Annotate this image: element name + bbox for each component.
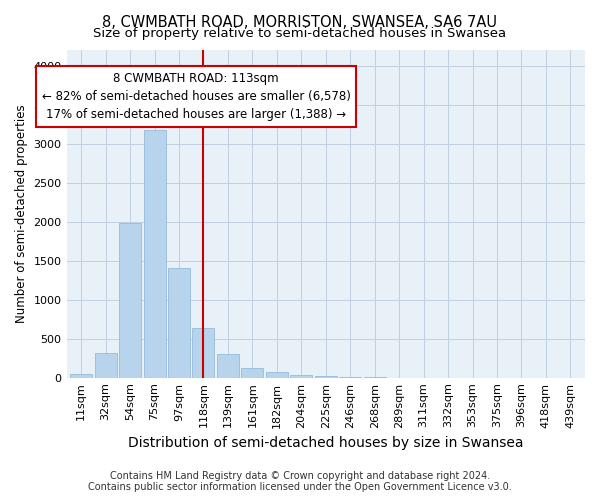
Y-axis label: Number of semi-detached properties: Number of semi-detached properties (15, 104, 28, 323)
Bar (168, 268, 190, 378)
Bar (193, 328, 214, 378)
Text: 8 CWMBATH ROAD: 113sqm
← 82% of semi-detached houses are smaller (6,578)
17% of : 8 CWMBATH ROAD: 113sqm ← 82% of semi-det… (42, 72, 350, 121)
X-axis label: Distribution of semi-detached houses by size in Swansea: Distribution of semi-detached houses by … (128, 436, 524, 450)
Bar (217, 354, 239, 378)
Bar (95, 352, 116, 378)
Bar (70, 374, 92, 378)
Bar (143, 130, 166, 378)
Bar (315, 376, 337, 378)
Bar (290, 374, 313, 378)
Text: Size of property relative to semi-detached houses in Swansea: Size of property relative to semi-detach… (94, 28, 506, 40)
Text: 8, CWMBATH ROAD, MORRISTON, SWANSEA, SA6 7AU: 8, CWMBATH ROAD, MORRISTON, SWANSEA, SA6… (103, 15, 497, 30)
Bar (266, 372, 288, 378)
Text: Contains HM Land Registry data © Crown copyright and database right 2024.
Contai: Contains HM Land Registry data © Crown c… (88, 471, 512, 492)
Bar (241, 368, 263, 378)
Bar (119, 223, 141, 378)
